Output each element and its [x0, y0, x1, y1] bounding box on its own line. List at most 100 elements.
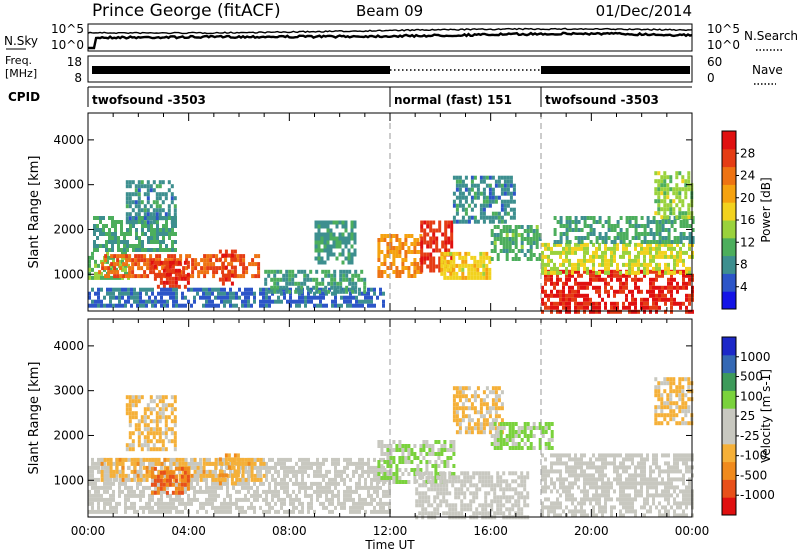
velocity-cell — [149, 407, 153, 412]
power-cell — [392, 234, 396, 238]
power-cell — [177, 260, 181, 265]
power-cell — [129, 220, 132, 224]
power-cell — [640, 301, 643, 306]
velocity-cell — [158, 415, 162, 420]
power-cell — [500, 203, 504, 208]
power-cell — [604, 285, 607, 290]
velocity-cell — [574, 453, 577, 458]
velocity-cell — [514, 499, 518, 504]
velocity-cell — [455, 394, 459, 399]
velocity-cell — [205, 481, 208, 486]
velocity-cell — [334, 505, 337, 510]
velocity-cell — [470, 402, 474, 407]
velocity-cell — [301, 505, 304, 510]
power-cell — [116, 258, 120, 263]
velocity-cell — [301, 477, 304, 482]
power-cell — [171, 260, 175, 265]
power-cell — [164, 192, 168, 197]
power-cell — [277, 299, 280, 304]
velocity-cell — [373, 469, 376, 474]
velocity-cell — [538, 422, 542, 426]
power-cell — [598, 285, 601, 290]
power-cell — [660, 187, 664, 192]
power-cell — [168, 232, 171, 236]
velocity-cell — [292, 497, 295, 502]
power-cell — [185, 254, 189, 259]
power-cell — [306, 285, 310, 290]
velocity-cell — [494, 394, 498, 399]
power-cell — [133, 287, 136, 292]
velocity-cell — [208, 501, 211, 506]
power-cell — [140, 254, 144, 259]
velocity-cell — [497, 422, 501, 427]
power-cell — [464, 263, 468, 268]
velocity-cell — [168, 470, 172, 475]
power-cell — [361, 291, 364, 296]
power-cell — [177, 276, 181, 281]
power-cell — [673, 236, 677, 240]
power-cell — [601, 297, 604, 302]
power-cell — [625, 293, 628, 298]
power-cell — [350, 220, 354, 225]
power-cell — [350, 260, 354, 265]
velocity-cell — [547, 505, 550, 510]
power-cell — [155, 204, 159, 209]
power-colorbar-swatch-1 — [722, 291, 736, 310]
power-cell — [429, 268, 433, 273]
velocity-cell — [422, 472, 426, 476]
power-cell — [568, 277, 571, 282]
velocity-cell — [301, 485, 304, 490]
power-cell — [446, 259, 450, 264]
velocity-cell — [430, 503, 434, 508]
power-cell — [423, 252, 427, 257]
power-cell — [268, 303, 271, 308]
velocity-cell — [508, 430, 512, 434]
power-cell — [143, 212, 147, 217]
power-cell — [351, 277, 355, 282]
power-cell — [446, 267, 450, 272]
velocity-cell — [91, 473, 94, 478]
power-cell — [455, 195, 459, 200]
velocity-cell — [364, 497, 367, 502]
velocity-cell — [532, 434, 536, 438]
power-cell — [300, 289, 304, 294]
power-cell — [141, 244, 144, 248]
power-cell — [496, 253, 500, 257]
power-cell — [389, 234, 393, 238]
velocity-cell — [322, 505, 325, 510]
power-cell — [137, 188, 141, 193]
velocity-cell — [436, 495, 440, 500]
velocity-cell — [361, 485, 364, 490]
power-cell — [514, 233, 518, 237]
power-cell — [670, 301, 673, 306]
velocity-cell — [413, 476, 417, 480]
power-cell — [125, 196, 129, 201]
power-cell — [455, 179, 459, 184]
velocity-cell — [445, 479, 449, 484]
power-cell — [172, 295, 175, 300]
power-cell — [146, 220, 150, 225]
power-cell — [565, 216, 569, 220]
velocity-cell — [178, 497, 181, 502]
velocity-cell — [268, 465, 271, 470]
power-cell — [176, 258, 180, 263]
power-cell — [298, 295, 301, 300]
velocity-cell — [472, 495, 476, 500]
velocity-cell — [277, 473, 280, 478]
power-cell — [289, 287, 292, 292]
power-cell — [673, 266, 676, 271]
power-cell — [556, 273, 559, 278]
velocity-cell — [233, 457, 237, 462]
velocity-cell — [526, 495, 530, 500]
power-cell — [684, 179, 688, 184]
power-cell — [461, 195, 465, 200]
power-cell — [444, 240, 448, 245]
power-cell — [470, 267, 474, 272]
velocity-cell — [437, 456, 441, 460]
velocity-cell — [88, 473, 91, 478]
power-cell — [105, 240, 108, 244]
velocity-cell — [158, 399, 162, 404]
velocity-cell — [373, 505, 376, 510]
velocity-cell — [475, 483, 479, 488]
velocity-cell — [499, 487, 503, 492]
